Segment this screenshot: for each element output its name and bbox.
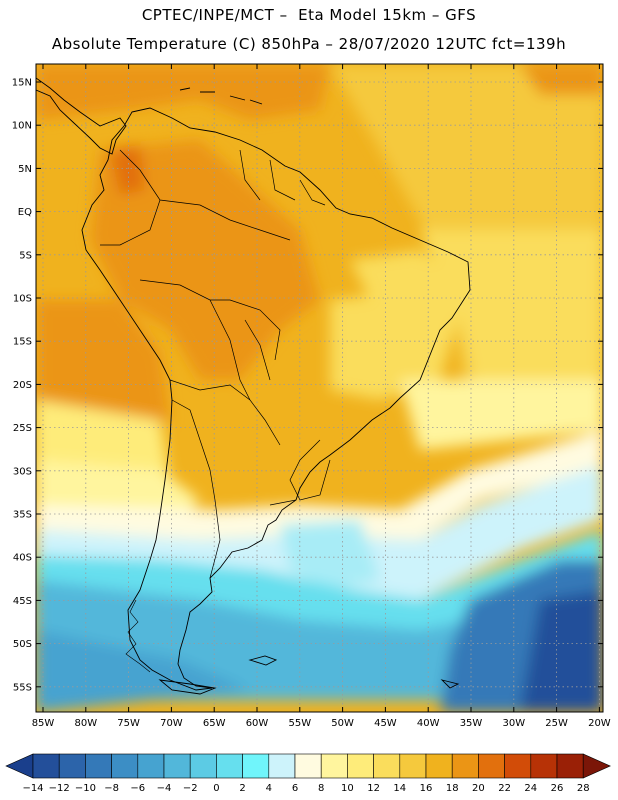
colorbar-box bbox=[373, 753, 401, 779]
lon-label: 70W bbox=[160, 718, 183, 729]
colorbar-tick-label: 12 bbox=[367, 783, 380, 794]
colorbar-box bbox=[320, 753, 348, 779]
colorbar-tick-label: 26 bbox=[551, 783, 564, 794]
colorbar-tick-label: 4 bbox=[266, 783, 272, 794]
caribbean-islands bbox=[179, 87, 263, 105]
lon-label: 20W bbox=[588, 718, 611, 729]
colorbar: −14 −12 −10 −8 −6 −4 −2 0 2 4 6 8 10 12 14 16 18 20 22 24 26… bbox=[5, 753, 611, 794]
lon-label: 40W bbox=[417, 718, 440, 729]
colorbar-tick-label: −2 bbox=[183, 783, 198, 794]
longitude-labels: 85W 80W 75W 70W 65W 60W 55W 50W 45W 40W 35W 30W 25W 2… bbox=[32, 718, 611, 729]
colorbar-box bbox=[347, 753, 374, 779]
colorbar-tick-label: −8 bbox=[104, 783, 119, 794]
map-frame bbox=[35, 63, 604, 713]
south-america-coastline bbox=[81, 107, 471, 691]
colorbar-arrow-left bbox=[5, 753, 34, 779]
lat-label: 5S bbox=[19, 250, 32, 261]
lat-label: 20S bbox=[13, 380, 32, 391]
lon-label: 50W bbox=[331, 718, 354, 729]
colorbar-tick-label: 2 bbox=[239, 783, 245, 794]
country-borders bbox=[100, 149, 331, 579]
axis-ticks bbox=[36, 64, 603, 712]
map-title-line1: CPTEC/INPE/MCT – Eta Model 15km – GFS bbox=[141, 6, 477, 24]
lat-label: 45S bbox=[13, 596, 32, 607]
colorbar-tick-label: −12 bbox=[49, 783, 70, 794]
colorbar-box bbox=[451, 753, 479, 779]
colorbar-tick-label: 20 bbox=[472, 783, 485, 794]
lat-label: 15S bbox=[13, 337, 32, 348]
south-georgia bbox=[440, 679, 460, 689]
lon-label: 35W bbox=[460, 718, 483, 729]
coastlines bbox=[36, 77, 471, 695]
colorbar-tick-label: −4 bbox=[157, 783, 172, 794]
colorbar-box bbox=[58, 753, 86, 779]
colorbar-box bbox=[399, 753, 427, 779]
colorbar-box bbox=[163, 753, 191, 779]
colorbar-box bbox=[268, 753, 296, 779]
colorbar-tick-label: 8 bbox=[318, 783, 324, 794]
colorbar-tick-label: 22 bbox=[498, 783, 511, 794]
lon-label: 80W bbox=[74, 718, 97, 729]
colorbar-box bbox=[189, 753, 217, 779]
lat-label: 40S bbox=[13, 553, 32, 564]
lat-label: 25S bbox=[13, 423, 32, 434]
lon-label: 85W bbox=[32, 718, 55, 729]
temperature-field bbox=[36, 64, 603, 712]
lon-label: 25W bbox=[545, 718, 568, 729]
lat-label: 55S bbox=[13, 682, 32, 693]
lat-label: 35S bbox=[13, 510, 32, 521]
lat-label: 50S bbox=[13, 639, 32, 650]
lat-label: 10S bbox=[13, 294, 32, 305]
lat-label: 5N bbox=[18, 164, 32, 175]
colorbar-box bbox=[478, 753, 505, 779]
latitude-labels: 15N 10N 5N EQ 5S 10S 15S 20S 25S 30S 35S 40S 45S 50S 5… bbox=[12, 78, 32, 694]
lon-label: 55W bbox=[288, 718, 311, 729]
colorbar-tick-label: 24 bbox=[524, 783, 537, 794]
colorbar-tick-label: 18 bbox=[446, 783, 459, 794]
colorbar-tick-label: 6 bbox=[292, 783, 298, 794]
colorbar-box bbox=[242, 753, 270, 779]
colorbar-tick-label: −14 bbox=[22, 783, 43, 794]
colorbar-arrow-right bbox=[582, 753, 611, 779]
map-title-line2: Absolute Temperature (C) 850hPa – 28/07/… bbox=[51, 35, 567, 53]
tierra-del-fuego bbox=[158, 679, 217, 695]
colorbar-box bbox=[85, 753, 112, 779]
colorbar-tick-label: 28 bbox=[577, 783, 590, 794]
colorbar-tick-label: 14 bbox=[393, 783, 406, 794]
colorbar-box bbox=[556, 753, 584, 779]
lon-label: 60W bbox=[246, 718, 269, 729]
colorbar-box bbox=[425, 753, 453, 779]
colorbar-box bbox=[294, 753, 322, 779]
lon-label: 65W bbox=[203, 718, 226, 729]
colorbar-box bbox=[216, 753, 243, 779]
lon-label: 45W bbox=[374, 718, 397, 729]
chilean-fjords bbox=[125, 599, 151, 673]
lon-label: 75W bbox=[117, 718, 140, 729]
colorbar-box bbox=[32, 753, 60, 779]
colorbar-box bbox=[530, 753, 558, 779]
colorbar-tick-label: 0 bbox=[213, 783, 219, 794]
lat-label: 15N bbox=[12, 78, 32, 89]
lat-label: 10N bbox=[12, 121, 32, 132]
colorbar-tick-label: 10 bbox=[341, 783, 354, 794]
colorbar-box bbox=[111, 753, 139, 779]
lat-label: 30S bbox=[13, 466, 32, 477]
colorbar-box bbox=[137, 753, 165, 779]
falkland-islands bbox=[248, 655, 278, 666]
colorbar-tick-label: −10 bbox=[75, 783, 96, 794]
lon-label: 30W bbox=[502, 718, 525, 729]
colorbar-tick-label: −6 bbox=[130, 783, 145, 794]
colorbar-labels: −14 −12 −10 −8 −6 −4 −2 0 2 4 6 8 10 12 14 16 18 20 22 24 26… bbox=[22, 783, 589, 794]
colorbar-boxes bbox=[5, 753, 611, 779]
central-america-coastline bbox=[36, 77, 127, 155]
lat-label: EQ bbox=[18, 207, 32, 218]
colorbar-tick-label: 16 bbox=[420, 783, 433, 794]
colorbar-box bbox=[504, 753, 532, 779]
